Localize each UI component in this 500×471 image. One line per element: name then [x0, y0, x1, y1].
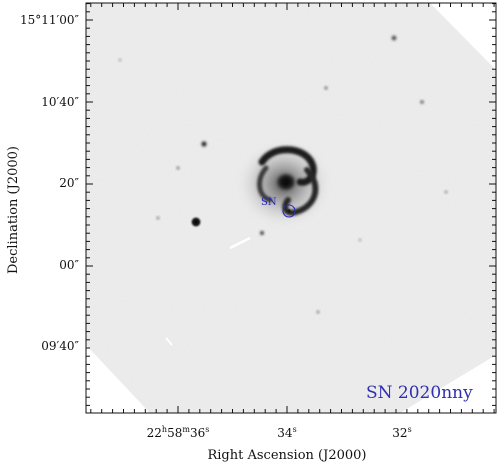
- y-tick-labels: 15°11′00″ 10′40″ 20″ 00″ 09′40″: [20, 13, 80, 353]
- unobserved-corner: [430, 3, 496, 70]
- star: [391, 35, 397, 41]
- x-axis-title: Right Ascension (J2000): [207, 448, 366, 463]
- plot-frame: [85, 2, 497, 414]
- sn-marker-circle: [282, 204, 296, 218]
- spiral-galaxy: [234, 138, 334, 230]
- x-tick-label: 34s: [277, 425, 296, 440]
- star: [156, 216, 160, 220]
- y-tick-label: 15°11′00″: [20, 13, 80, 27]
- unobserved-corner: [400, 355, 496, 413]
- star: [420, 100, 424, 104]
- object-label: SN 2020nny: [366, 383, 473, 403]
- star: [316, 310, 320, 314]
- y-tick-label: 10′40″: [41, 95, 79, 109]
- star: [118, 58, 122, 62]
- star: [324, 86, 328, 90]
- image-artifact: [165, 337, 173, 346]
- x-tick-label: 22h58m36s: [147, 425, 210, 440]
- star: [358, 238, 362, 242]
- unobserved-corner: [86, 345, 150, 413]
- sn-label: SN: [261, 197, 277, 208]
- image-artifact: [229, 236, 251, 250]
- bright-star: [190, 216, 202, 228]
- star: [260, 231, 264, 235]
- x-tick-label: 32s: [392, 425, 411, 440]
- sn-marker-dot: [287, 209, 291, 213]
- star: [176, 166, 180, 170]
- y-axis-title: Declination (J2000): [6, 146, 21, 274]
- y-tick-label: 09′40″: [41, 339, 79, 353]
- star: [201, 141, 207, 147]
- star: [444, 190, 448, 194]
- sky-image: [86, 3, 496, 413]
- field-stars: [118, 35, 448, 314]
- y-tick-label: 00″: [59, 258, 79, 272]
- y-tick-label: 20″: [59, 176, 79, 190]
- axis-ticks: [86, 3, 496, 413]
